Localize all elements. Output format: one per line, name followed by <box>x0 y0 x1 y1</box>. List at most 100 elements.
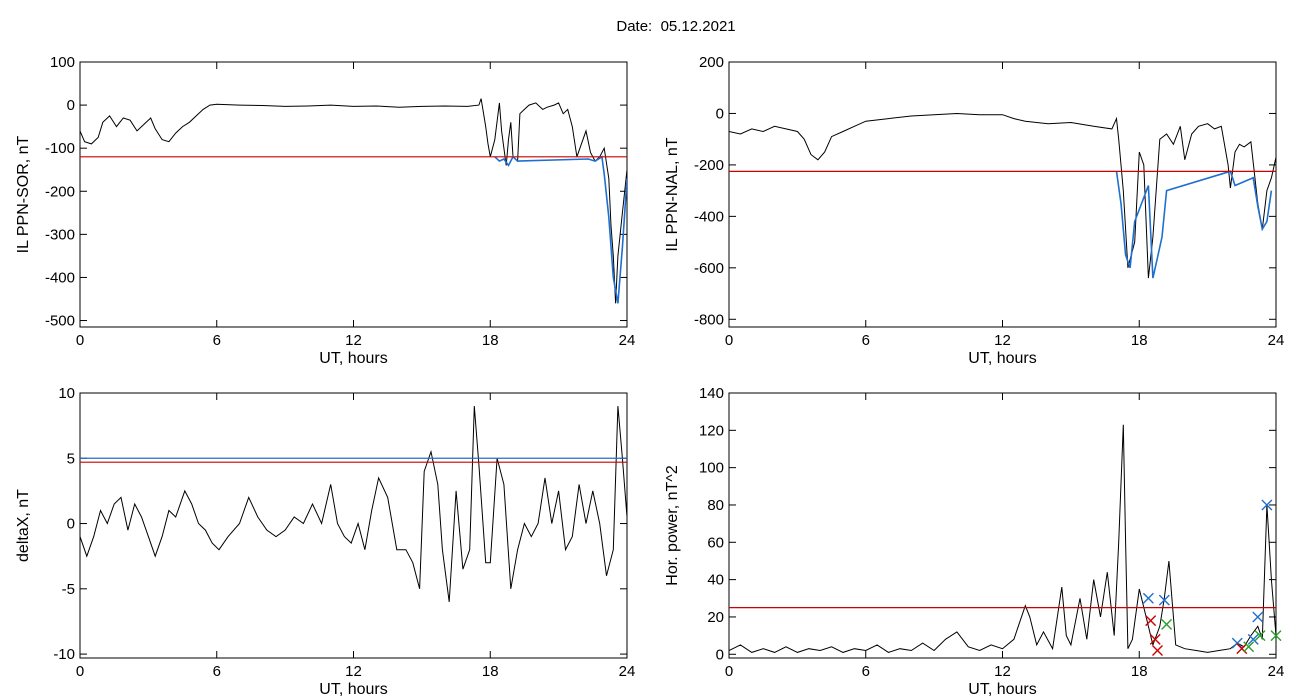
x-tick-label: 12 <box>345 663 362 680</box>
marker-x <box>1149 633 1161 645</box>
plot-frame <box>728 61 1277 328</box>
y-tick-label: -10 <box>53 646 75 663</box>
series-line <box>729 424 1276 653</box>
y-tick-label: 0 <box>716 646 724 663</box>
date-value: 05.12.2021 <box>660 18 736 35</box>
x-tick-label: 12 <box>994 332 1011 349</box>
plot-frame <box>79 61 628 328</box>
plot-frame <box>79 392 628 659</box>
x-tick-label: 12 <box>994 663 1011 680</box>
y-tick-label: -200 <box>694 157 724 174</box>
y-tick-label: 120 <box>699 422 724 439</box>
y-tick-label: 100 <box>50 54 75 71</box>
x-tick-label: 0 <box>76 332 84 349</box>
marker-x <box>1261 499 1273 511</box>
marker-x <box>1254 630 1266 642</box>
y-tick-label: 60 <box>707 534 724 551</box>
chart-ppn-sor: 0 6 12 18 24 100 0 -100 -200 -300 -400 -500 UT, hour… <box>15 54 635 367</box>
marker-x <box>1252 611 1264 623</box>
marker-stroke <box>1252 611 1264 623</box>
x-tick-label: 18 <box>1131 332 1148 349</box>
x-tick-label: 6 <box>213 663 221 680</box>
marker-stroke <box>1243 641 1255 653</box>
y-tick-label: 80 <box>707 497 724 514</box>
x-tick-label: 24 <box>1268 332 1285 349</box>
page-title: Date: 05.12.2021 <box>0 18 1300 35</box>
y-tick-label: 20 <box>707 609 724 626</box>
y-tick-label: 200 <box>699 54 724 71</box>
x-tick-label: 18 <box>482 332 499 349</box>
x-tick-label: 6 <box>862 663 870 680</box>
y-tick-label: -300 <box>45 226 75 243</box>
chart-ppn-nal: 0 6 12 18 24 200 0 -200 -400 -600 -800 UT, hours IL … <box>664 54 1284 367</box>
y-axis-label: IL PPN-SOR, nT <box>15 135 32 253</box>
x-tick-label: 24 <box>619 663 636 680</box>
marker-x <box>1145 615 1157 627</box>
x-tick-label: 24 <box>619 332 636 349</box>
series-line <box>729 112 1276 279</box>
y-tick-label: 0 <box>716 105 724 122</box>
y-tick-label: -100 <box>45 140 75 157</box>
marker-stroke <box>1254 630 1266 642</box>
marker-x <box>1243 641 1255 653</box>
x-axis-label: UT, hours <box>968 681 1036 698</box>
marker-stroke <box>1149 633 1161 645</box>
marker-stroke <box>1261 499 1273 511</box>
marker-x <box>1231 637 1243 649</box>
y-tick-label: 100 <box>699 460 724 477</box>
marker-stroke <box>1236 643 1248 655</box>
y-tick-label: 140 <box>699 385 724 402</box>
marker-stroke <box>1161 618 1173 630</box>
marker-stroke <box>1158 594 1170 606</box>
y-tick-label: -600 <box>694 260 724 277</box>
marker-x <box>1247 633 1259 645</box>
y-tick-label: 10 <box>58 385 75 402</box>
series-line <box>80 406 627 602</box>
y-tick-label: -400 <box>45 269 75 286</box>
marker-stroke <box>1142 592 1154 604</box>
marker-stroke <box>1247 633 1259 645</box>
chart-deltax: 0 6 12 18 24 10 5 0 -5 -10 UT, hours deltaX, nT <box>15 385 635 698</box>
y-tick-label: -5 <box>62 581 75 598</box>
highlight-line <box>494 155 627 304</box>
y-tick-label: 0 <box>67 97 75 114</box>
x-tick-label: 18 <box>482 663 499 680</box>
x-axis-label: UT, hours <box>319 681 387 698</box>
y-tick-label: 40 <box>707 572 724 589</box>
y-tick-label: -500 <box>45 313 75 330</box>
x-tick-label: 0 <box>76 663 84 680</box>
marker-stroke <box>1231 637 1243 649</box>
plot-frame <box>728 392 1277 659</box>
y-axis-label: Hor. power, nT^2 <box>664 465 681 586</box>
marker-x <box>1142 592 1154 604</box>
chart-hor-power: 0 6 12 18 24 140 120 100 80 60 40 20 0 UT, hours Hor. … <box>664 385 1284 698</box>
y-axis-label: IL PPN-NAL, nT <box>664 137 681 251</box>
marker-x <box>1270 630 1282 642</box>
x-tick-label: 6 <box>213 332 221 349</box>
x-axis-label: UT, hours <box>968 350 1036 367</box>
x-tick-label: 0 <box>725 332 733 349</box>
highlight-line <box>1115 170 1273 279</box>
x-tick-label: 24 <box>1268 663 1285 680</box>
marker-x <box>1158 594 1170 606</box>
y-tick-label: -400 <box>694 208 724 225</box>
y-axis-label: deltaX, nT <box>15 489 32 562</box>
y-tick-label: -200 <box>45 183 75 200</box>
y-tick-label: 5 <box>67 450 75 467</box>
marker-stroke <box>1151 645 1163 657</box>
series-line <box>80 98 627 304</box>
marker-stroke <box>1145 615 1157 627</box>
x-tick-label: 12 <box>345 332 362 349</box>
y-tick-label: 0 <box>67 516 75 533</box>
x-tick-label: 0 <box>725 663 733 680</box>
marker-x <box>1151 645 1163 657</box>
date-label: Date: <box>616 18 653 35</box>
y-tick-label: -800 <box>694 311 724 328</box>
marker-x <box>1161 618 1173 630</box>
x-axis-label: UT, hours <box>319 350 387 367</box>
x-tick-label: 6 <box>862 332 870 349</box>
marker-x <box>1236 643 1248 655</box>
marker-stroke <box>1270 630 1282 642</box>
x-tick-label: 18 <box>1131 663 1148 680</box>
